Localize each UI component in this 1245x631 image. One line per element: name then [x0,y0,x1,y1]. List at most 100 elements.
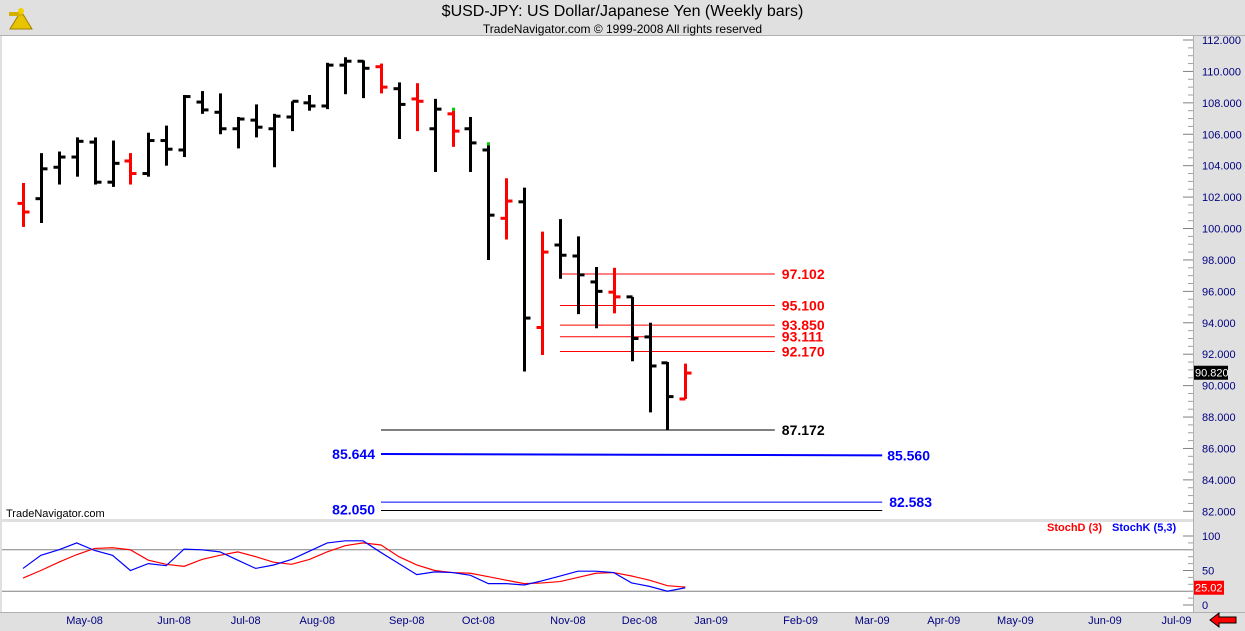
ohlc-bar [572,236,585,315]
legend-stochd: StochD (3) [1047,522,1102,534]
watermark: TradeNavigator.com [6,508,105,520]
chart-title: $USD-JPY: US Dollar/Japanese Yen (Weekly… [441,3,804,20]
ohlc-bar [17,182,30,227]
y-tick-label: 108.000 [1202,98,1242,110]
ohlc-bar [626,295,639,362]
ohlc-bar [357,59,370,99]
level-label: 93.111 [782,329,823,345]
stoch-line-stochd [22,542,686,588]
x-tick-label: Jan-09 [694,615,728,627]
stoch-y-tick-label: 50 [1202,566,1214,578]
ohlc-bar [500,178,513,240]
ohlc-bar [214,93,227,135]
ohlc-bar [71,137,84,177]
level-label: 93.850 [782,317,825,333]
logo-shape [18,8,24,14]
last-stoch-label: 25.02 [1195,583,1223,595]
ohlc-bar [554,219,567,279]
ohlc-bar [107,140,120,187]
ohlc-bar [286,99,299,132]
sextant-icon [9,8,33,30]
y-tick-label: 96.000 [1202,286,1236,298]
level-label: 97.102 [782,266,825,282]
high-marker [487,142,490,146]
logo-shape [9,10,33,30]
ohlc-bar [268,113,281,168]
ohlc-bar [196,91,209,114]
x-tick-label: Apr-09 [927,615,960,627]
level-label: 87.172 [782,422,825,438]
x-tick-label: Mar-09 [855,615,890,627]
x-tick-label: Jun-09 [1088,615,1122,627]
level-label: 82.583 [889,494,932,510]
x-tick-label: Jul-08 [231,615,261,627]
panel-separator [2,519,1193,522]
y-tick-label: 94.000 [1202,318,1236,330]
ohlc-bar [644,322,657,413]
copyright-text: TradeNavigator.com © 1999-2008 All right… [482,22,763,36]
level-line [380,453,883,457]
high-marker [452,107,455,111]
ohlc-bar [375,63,388,94]
y-tick-label: 104.000 [1202,161,1242,173]
x-tick-label: Sep-08 [389,615,424,627]
ohlc-bar [661,361,674,431]
y-tick-label: 84.000 [1202,475,1236,487]
ohlc-bar [482,142,495,260]
stoch-y-tick-label: 0 [1202,600,1208,612]
ohlc-bar [679,363,692,401]
ohlc-bar [53,151,66,185]
x-tick-label: Feb-09 [783,615,818,627]
y-tick-label: 112.000 [1202,35,1241,47]
y-tick-label: 88.000 [1202,412,1236,424]
ohlc-bar [411,83,424,132]
last-price-tag [1194,365,1228,380]
x-tick-label: Jul-09 [1162,615,1192,627]
ohlc-bar [178,94,191,158]
ohlc-bar [232,116,245,149]
scroll-left-arrow-icon[interactable] [1209,611,1237,629]
y-tick-label: 110.000 [1202,66,1241,78]
ohlc-bar [321,62,334,110]
y-tick-label: 102.000 [1202,192,1242,204]
ohlc-bar [429,98,442,172]
ohlc-bar [89,137,102,185]
x-tick-label: Dec-08 [622,615,657,627]
level-label: 82.050 [332,502,375,518]
level-label: 95.100 [782,297,825,313]
ohlc-bar [447,107,460,147]
y-tick-label: 98.000 [1202,255,1236,267]
ohlc-bar [303,94,316,111]
x-tick-label: Jun-08 [157,615,191,627]
x-tick-label: May-09 [997,615,1034,627]
y-tick-label: 106.000 [1202,129,1242,141]
ohlc-bar [250,104,263,138]
legend-stochk: StochK (5,3) [1112,522,1177,534]
ohlc-bar [590,267,603,329]
last-stoch-tag [1194,580,1224,595]
ohlc-bar [124,153,137,185]
y-tick-label: 92.000 [1202,349,1236,361]
y-tick-label: 86.000 [1202,443,1236,455]
stoch-line-stochk [22,540,686,592]
last-price-label: 90.820 [1195,368,1229,380]
stochastic-plot-area [2,522,1193,612]
ohlc-bar [536,231,549,355]
y-tick-label: 82.000 [1202,506,1236,518]
level-label: 92.170 [782,344,825,360]
ohlc-bar [464,116,477,172]
level-label: 85.644 [332,446,375,462]
x-tick-label: May-08 [66,615,103,627]
ohlc-bar [142,132,155,177]
stoch-y-tick-label: 100 [1202,531,1220,543]
ohlc-bar [608,267,621,314]
level-label-end: 85.560 [887,447,930,463]
x-tick-label: Aug-08 [300,615,335,627]
ohlc-bar [518,187,531,372]
ohlc-bar [393,82,406,139]
ohlc-bar [160,125,173,166]
y-tick-label: 100.000 [1202,224,1242,236]
x-tick-label: Nov-08 [550,615,585,627]
logo-shape [9,12,23,16]
